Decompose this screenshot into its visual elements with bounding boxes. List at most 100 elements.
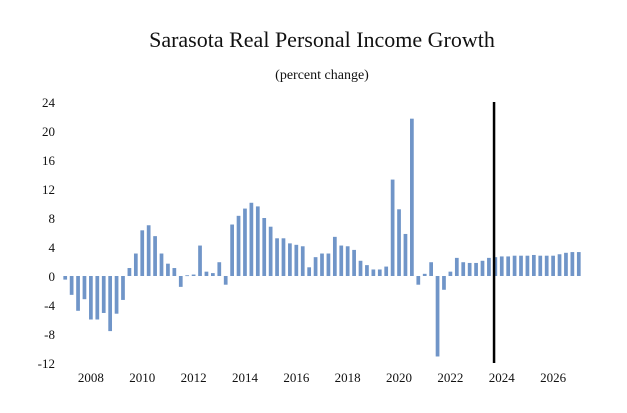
- bar: [448, 271, 453, 276]
- x-tick-label: 2020: [386, 370, 412, 385]
- bar: [198, 245, 202, 276]
- bar: [191, 274, 196, 276]
- y-axis: 24 20 16 12 8 4 0 -4 -8 -12: [38, 95, 56, 371]
- bar: [358, 260, 363, 276]
- bar: [435, 276, 440, 357]
- x-tick-label: 2010: [129, 370, 155, 385]
- bar: [397, 209, 401, 276]
- bar: [204, 271, 209, 276]
- bar: [416, 276, 421, 285]
- bar: [159, 253, 164, 276]
- bar: [178, 276, 183, 287]
- bar: [339, 245, 344, 276]
- bar: [166, 263, 170, 276]
- bar: [140, 230, 145, 276]
- bar: [262, 218, 267, 276]
- y-tick-label: 0: [49, 269, 56, 284]
- bar: [172, 268, 177, 276]
- bar: [300, 246, 305, 276]
- bar: [454, 257, 459, 276]
- bar: [493, 257, 498, 276]
- bar: [121, 276, 125, 300]
- bar: [63, 276, 68, 280]
- bar: [288, 243, 292, 276]
- bar: [255, 206, 260, 276]
- bar: [557, 254, 562, 276]
- bar: [127, 268, 132, 276]
- bar: [487, 257, 491, 276]
- bar: [410, 118, 414, 276]
- bar: [429, 262, 433, 276]
- bar: [390, 179, 395, 276]
- bar: [82, 276, 87, 300]
- bar: [313, 257, 318, 276]
- bar: [332, 236, 337, 276]
- bar: [294, 244, 299, 276]
- chart-title: Sarasota Real Personal Income Growth: [149, 27, 495, 52]
- y-tick-label: 4: [49, 240, 56, 255]
- x-axis: 2008 2010 2012 2014 2016 2018 2020 2022 2024 2026: [78, 370, 567, 385]
- bar: [223, 276, 228, 285]
- bar: [480, 260, 485, 276]
- x-tick-label: 2014: [232, 370, 259, 385]
- x-tick-label: 2024: [489, 370, 516, 385]
- bar: [281, 238, 286, 276]
- bar: [217, 262, 222, 276]
- y-tick-label: -4: [44, 298, 55, 313]
- y-tick-label: 16: [42, 153, 56, 168]
- bar: [551, 255, 555, 276]
- y-tick-label: 12: [42, 182, 55, 197]
- bar: [114, 276, 119, 314]
- bar: [345, 246, 350, 276]
- bar: [525, 255, 530, 276]
- bar: [275, 238, 279, 276]
- bar: [371, 269, 376, 276]
- bar: [506, 256, 511, 276]
- y-tick-label: 8: [49, 211, 56, 226]
- bar: [538, 255, 543, 276]
- bar: [365, 265, 369, 276]
- bar: [512, 255, 517, 276]
- bar: [146, 225, 151, 276]
- bar: [101, 276, 106, 313]
- bar: [108, 276, 113, 332]
- bar: [76, 276, 80, 311]
- x-tick-label: 2016: [283, 370, 310, 385]
- y-tick-label: -8: [44, 327, 55, 342]
- bar: [576, 252, 581, 276]
- bar: [384, 266, 389, 276]
- bar: [403, 233, 408, 276]
- bar: [442, 276, 446, 290]
- bar: [544, 255, 549, 276]
- bar: [326, 253, 331, 276]
- bar: [499, 256, 504, 276]
- chart-subtitle: (percent change): [275, 68, 369, 83]
- bar-series: [63, 118, 581, 357]
- bar: [268, 226, 273, 276]
- x-tick-label: 2012: [181, 370, 207, 385]
- x-tick-label: 2018: [335, 370, 361, 385]
- y-tick-label: 24: [42, 95, 56, 110]
- bar: [570, 252, 575, 276]
- bar: [422, 273, 427, 276]
- x-tick-label: 2022: [437, 370, 463, 385]
- bar: [89, 276, 93, 320]
- bar: [531, 254, 536, 276]
- bar: [243, 208, 247, 276]
- bar: [377, 269, 382, 276]
- bar: [249, 202, 254, 276]
- y-tick-label: 20: [42, 124, 55, 139]
- bar: [519, 255, 523, 276]
- y-tick-label: -12: [38, 356, 55, 371]
- bar: [320, 253, 324, 276]
- bar: [133, 253, 138, 276]
- bar: [69, 276, 74, 295]
- bar: [153, 236, 157, 276]
- bar: [236, 215, 241, 276]
- bar: [467, 262, 472, 276]
- bar: [230, 224, 234, 276]
- bar: [564, 252, 568, 276]
- bar: [95, 276, 100, 320]
- bar: [211, 273, 215, 276]
